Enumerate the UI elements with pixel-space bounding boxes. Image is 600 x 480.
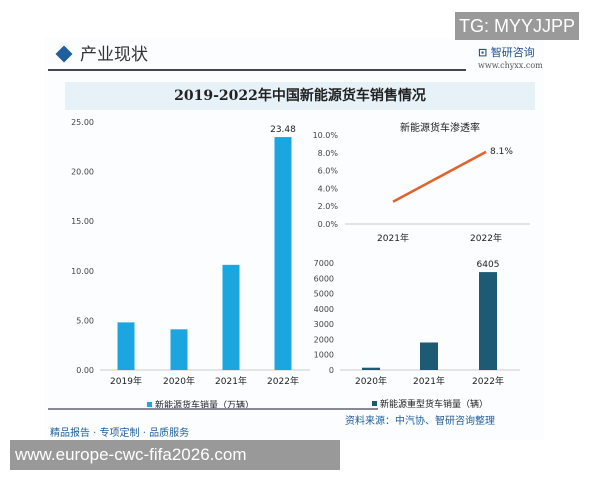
header-divider	[48, 69, 466, 71]
footer-divider	[48, 408, 378, 410]
x-tick-label: 2020年	[355, 375, 387, 387]
y-tick-label: 5000	[314, 290, 334, 299]
y-tick-label: 0.00	[76, 366, 94, 375]
x-tick-label: 2021年	[377, 232, 409, 244]
y-tick-label: 3000	[314, 320, 334, 329]
bar	[274, 137, 292, 370]
section-heading: 产业现状	[50, 40, 148, 65]
y-tick-label: 4.0%	[318, 184, 339, 193]
data-label: 8.1%	[490, 147, 513, 157]
y-tick-label: 6000	[314, 274, 334, 283]
legend-label: 新能源重型货车销量（辆）	[380, 398, 488, 410]
y-tick-label: 7000	[314, 259, 334, 268]
right-bar-chart: 0 1000 2000 3000 4000 5000 6000 7000 2020年 2021年 2…	[314, 259, 520, 410]
x-tick-label: 2021年	[413, 375, 445, 387]
bar	[170, 329, 188, 370]
y-tick-label: 20.00	[71, 168, 94, 177]
y-tick-label: 0	[329, 366, 334, 375]
y-tick-label: 15.00	[71, 217, 94, 226]
x-tick-label: 2022年	[472, 375, 504, 387]
data-label: 6405	[477, 260, 500, 270]
bar	[420, 342, 438, 370]
x-tick-label: 2022年	[470, 232, 502, 244]
footer-slogan: 精品报告 · 专项定制 · 品质服务	[50, 428, 190, 439]
data-label: 23.48	[270, 125, 296, 135]
x-tick-label: 2022年	[267, 375, 299, 387]
line-chart-title: 新能源货车渗透率	[400, 121, 480, 134]
legend-swatch	[147, 402, 152, 407]
legend-swatch	[372, 401, 377, 406]
bar	[479, 272, 497, 370]
y-tick-label: 10.00	[71, 267, 94, 276]
logo-text: 智研咨询	[490, 46, 535, 59]
y-tick-label: 25.00	[71, 118, 94, 127]
x-tick-label: 2020年	[163, 375, 195, 387]
watermark-top: TG: MYYJJPP	[455, 12, 579, 40]
bar	[222, 264, 240, 370]
logo-icon: ⊡	[478, 46, 488, 59]
logo: ⊡ 智研咨询	[478, 44, 535, 60]
y-tick-label: 8.0%	[318, 149, 339, 158]
y-tick-label: 10.0%	[313, 131, 339, 140]
y-tick-label: 2.0%	[318, 202, 339, 211]
left-chart: 0.00 5.00 10.00 15.00 20.00 25.00 2019年 2020年 20…	[71, 118, 310, 411]
x-tick-label: 2021年	[215, 375, 247, 387]
y-tick-label: 6.0%	[318, 167, 339, 176]
x-tick-label: 2019年	[110, 375, 142, 387]
y-tick-label: 2000	[314, 335, 334, 344]
y-tick-label: 5.00	[76, 316, 94, 325]
line-chart: 新能源货车渗透率 0.0% 2.0% 4.0% 6.0% 8.0% 10.0% 2021年 20…	[313, 121, 530, 244]
y-tick-label: 0.0%	[318, 220, 339, 229]
section-title: 产业现状	[80, 45, 148, 65]
source-note: 资料来源：中汽协、智研咨询整理	[345, 416, 495, 427]
bar	[362, 367, 380, 370]
y-tick-label: 1000	[314, 351, 334, 360]
chart-title: 2019-2022年中国新能源货车销售情况	[65, 82, 535, 110]
y-tick-label: 4000	[314, 305, 334, 314]
bar	[117, 322, 135, 370]
watermark-bottom: www.europe-cwc-fifa2026.com	[10, 440, 340, 470]
logo-url: www.chyxx.com	[478, 61, 543, 70]
series-line	[392, 150, 487, 203]
